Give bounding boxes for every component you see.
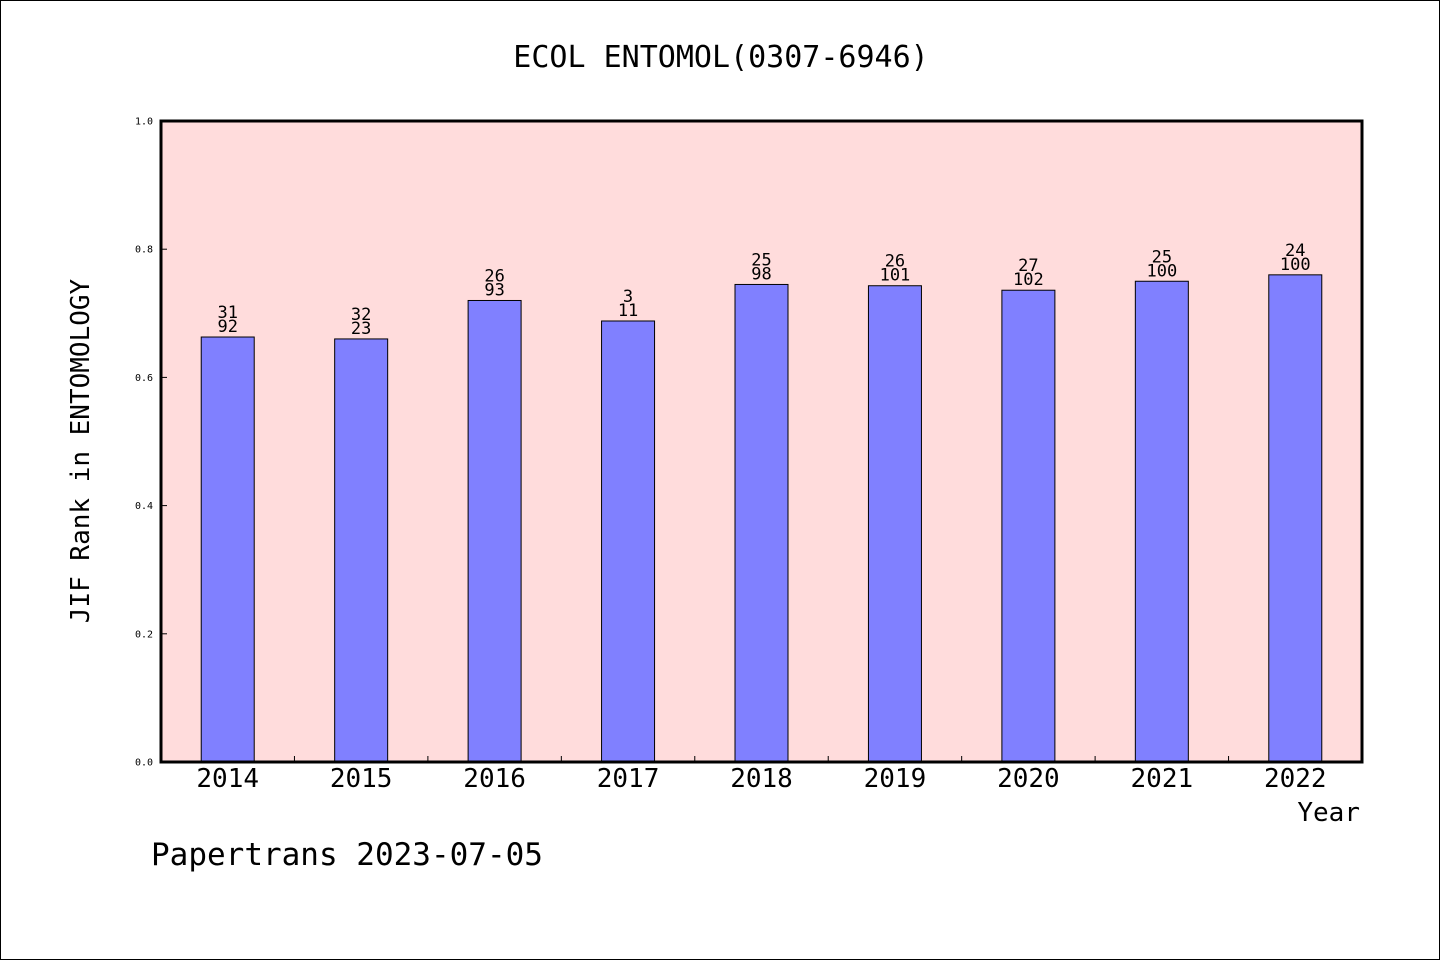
bar-rank-label: 25: [1152, 247, 1172, 267]
plot-border: [159, 119, 1364, 764]
x-tick-label: 2020: [997, 764, 1060, 794]
bar-2016: [467, 299, 522, 763]
bar-rank-label: 26: [484, 266, 504, 286]
y-tick-label: 0.4: [135, 501, 153, 512]
footer-text: Papertrans 2023-07-05: [151, 837, 543, 873]
x-tick-label: 2019: [864, 764, 927, 794]
bar-total-label: 92: [217, 317, 237, 337]
bar-rank-label: 3: [623, 287, 633, 307]
x-tick-label: 2018: [730, 764, 793, 794]
y-tick-label: 0.8: [135, 245, 153, 256]
bar-total-label: 100: [1280, 255, 1311, 275]
bar-total-label: 102: [1013, 270, 1044, 290]
x-tick-label: 2022: [1264, 764, 1327, 794]
bar-2015: [334, 338, 389, 763]
x-tick-label: 2021: [1131, 764, 1194, 794]
bar-rank-label: 32: [351, 305, 371, 325]
bar-2014: [200, 336, 255, 763]
bar-2018: [734, 283, 789, 763]
bar-rank-label: 31: [217, 303, 237, 323]
y-tick-label: 1.0: [135, 117, 153, 128]
bar-2020: [1001, 289, 1056, 763]
x-tick-label: 2015: [330, 764, 393, 794]
x-axis-title: Year: [1297, 798, 1360, 828]
x-axis: 2014 2015 2016 2017 2018 2019 2020 2021 2022: [196, 756, 1327, 794]
y-tick-label: 0.2: [135, 629, 153, 640]
bar-total-label: 100: [1146, 261, 1177, 281]
bar-2017: [601, 320, 656, 763]
bar-total-label: 101: [880, 266, 911, 286]
x-tick-label: 2016: [463, 764, 526, 794]
y-axis-title: JIF Rank in ENTOMOLOGY: [66, 278, 96, 623]
bar-2022: [1268, 274, 1323, 763]
bar-2021: [1134, 280, 1189, 763]
bar-rank-label: 25: [751, 250, 771, 270]
bar-total-label: 98: [751, 264, 771, 284]
bar-2019: [867, 285, 922, 763]
bar-total-label: 23: [351, 319, 371, 339]
bar-rank-label: 26: [885, 252, 905, 272]
y-tick-label: 0.0: [135, 758, 153, 769]
bars: [200, 274, 1323, 763]
y-tick-label: 0.6: [135, 373, 153, 384]
x-tick-label: 2017: [597, 764, 660, 794]
bar-rank-label: 27: [1018, 256, 1038, 276]
bar-total-label: 93: [484, 280, 504, 300]
chart-title: ECOL ENTOMOL(0307-6946): [513, 40, 928, 75]
bar-rank-label: 24: [1285, 241, 1305, 261]
x-tick-label: 2014: [196, 764, 259, 794]
bar-total-label: 11: [618, 301, 638, 321]
